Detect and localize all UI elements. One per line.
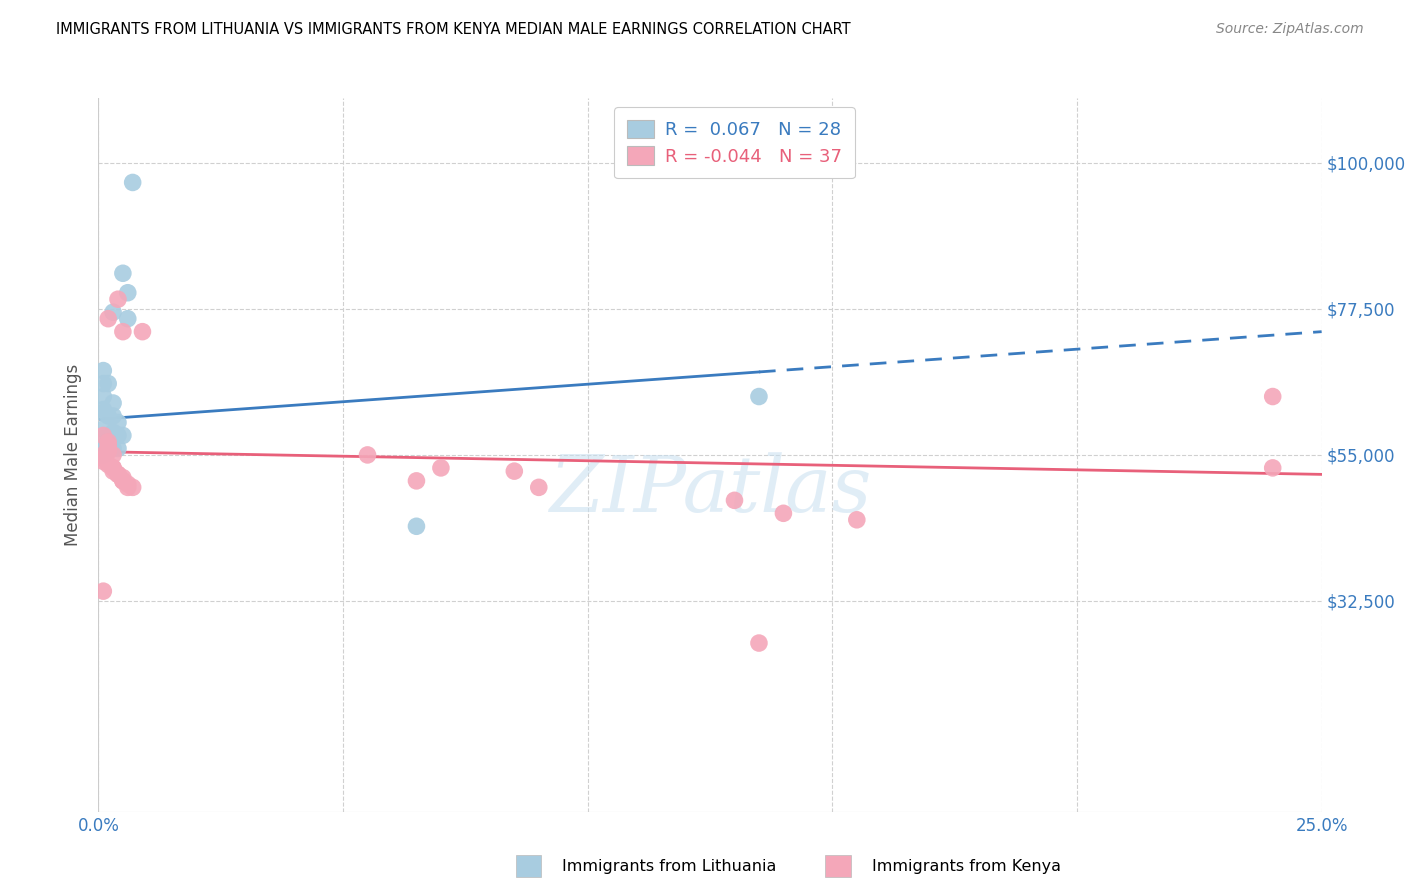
- Point: [97, 409, 120, 423]
- Point: [107, 292, 129, 306]
- Text: ZIPatlas: ZIPatlas: [548, 452, 872, 529]
- Point: [111, 474, 134, 488]
- Point: [97, 438, 120, 452]
- Point: [91, 444, 114, 458]
- Point: [91, 402, 114, 417]
- Point: [101, 448, 124, 462]
- Point: [91, 363, 114, 377]
- Point: [107, 467, 129, 482]
- Point: [107, 416, 129, 430]
- Point: [121, 480, 143, 494]
- Point: [91, 451, 114, 466]
- Point: [97, 442, 120, 456]
- Point: [91, 422, 114, 436]
- Point: [101, 305, 124, 319]
- Point: [101, 464, 124, 478]
- Point: [748, 636, 770, 650]
- Point: [101, 425, 124, 440]
- Text: Immigrants from Kenya: Immigrants from Kenya: [872, 859, 1060, 873]
- Point: [111, 474, 134, 488]
- Point: [91, 406, 114, 420]
- Point: [121, 176, 143, 190]
- Point: [97, 376, 120, 391]
- Point: [101, 409, 124, 423]
- Text: Source: ZipAtlas.com: Source: ZipAtlas.com: [1216, 22, 1364, 37]
- Point: [91, 448, 114, 462]
- Point: [97, 444, 120, 458]
- Point: [91, 448, 114, 462]
- Point: [527, 480, 550, 494]
- Point: [1261, 461, 1284, 475]
- Point: [91, 376, 114, 391]
- Point: [111, 325, 134, 339]
- Legend: R =  0.067   N = 28, R = -0.044   N = 37: R = 0.067 N = 28, R = -0.044 N = 37: [614, 107, 855, 178]
- Point: [111, 428, 134, 442]
- Point: [97, 311, 120, 326]
- Point: [107, 467, 129, 482]
- Point: [91, 390, 114, 404]
- Text: IMMIGRANTS FROM LITHUANIA VS IMMIGRANTS FROM KENYA MEDIAN MALE EARNINGS CORRELAT: IMMIGRANTS FROM LITHUANIA VS IMMIGRANTS …: [56, 22, 851, 37]
- Point: [107, 442, 129, 456]
- Point: [131, 325, 153, 339]
- Point: [1261, 390, 1284, 404]
- Point: [845, 513, 868, 527]
- Point: [117, 477, 139, 491]
- Point: [101, 442, 124, 456]
- Point: [405, 474, 427, 488]
- Text: Immigrants from Lithuania: Immigrants from Lithuania: [562, 859, 776, 873]
- Point: [772, 506, 794, 520]
- Point: [91, 432, 114, 446]
- Point: [117, 311, 139, 326]
- Point: [97, 458, 120, 472]
- Y-axis label: Median Male Earnings: Median Male Earnings: [65, 364, 83, 546]
- Point: [101, 396, 124, 410]
- Point: [748, 390, 770, 404]
- Point: [101, 461, 124, 475]
- Point: [723, 493, 745, 508]
- Point: [101, 461, 124, 475]
- Point: [503, 464, 526, 478]
- Point: [117, 480, 139, 494]
- Point: [117, 285, 139, 300]
- Point: [405, 519, 427, 533]
- Point: [97, 434, 120, 449]
- Point: [97, 434, 120, 449]
- Point: [430, 461, 453, 475]
- Point: [91, 454, 114, 468]
- Point: [91, 584, 114, 599]
- Point: [111, 470, 134, 484]
- Point: [97, 438, 120, 452]
- Point: [111, 266, 134, 280]
- Point: [107, 428, 129, 442]
- Point: [91, 428, 114, 442]
- Point: [356, 448, 378, 462]
